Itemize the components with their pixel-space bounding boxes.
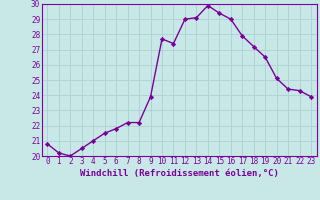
X-axis label: Windchill (Refroidissement éolien,°C): Windchill (Refroidissement éolien,°C) [80,169,279,178]
